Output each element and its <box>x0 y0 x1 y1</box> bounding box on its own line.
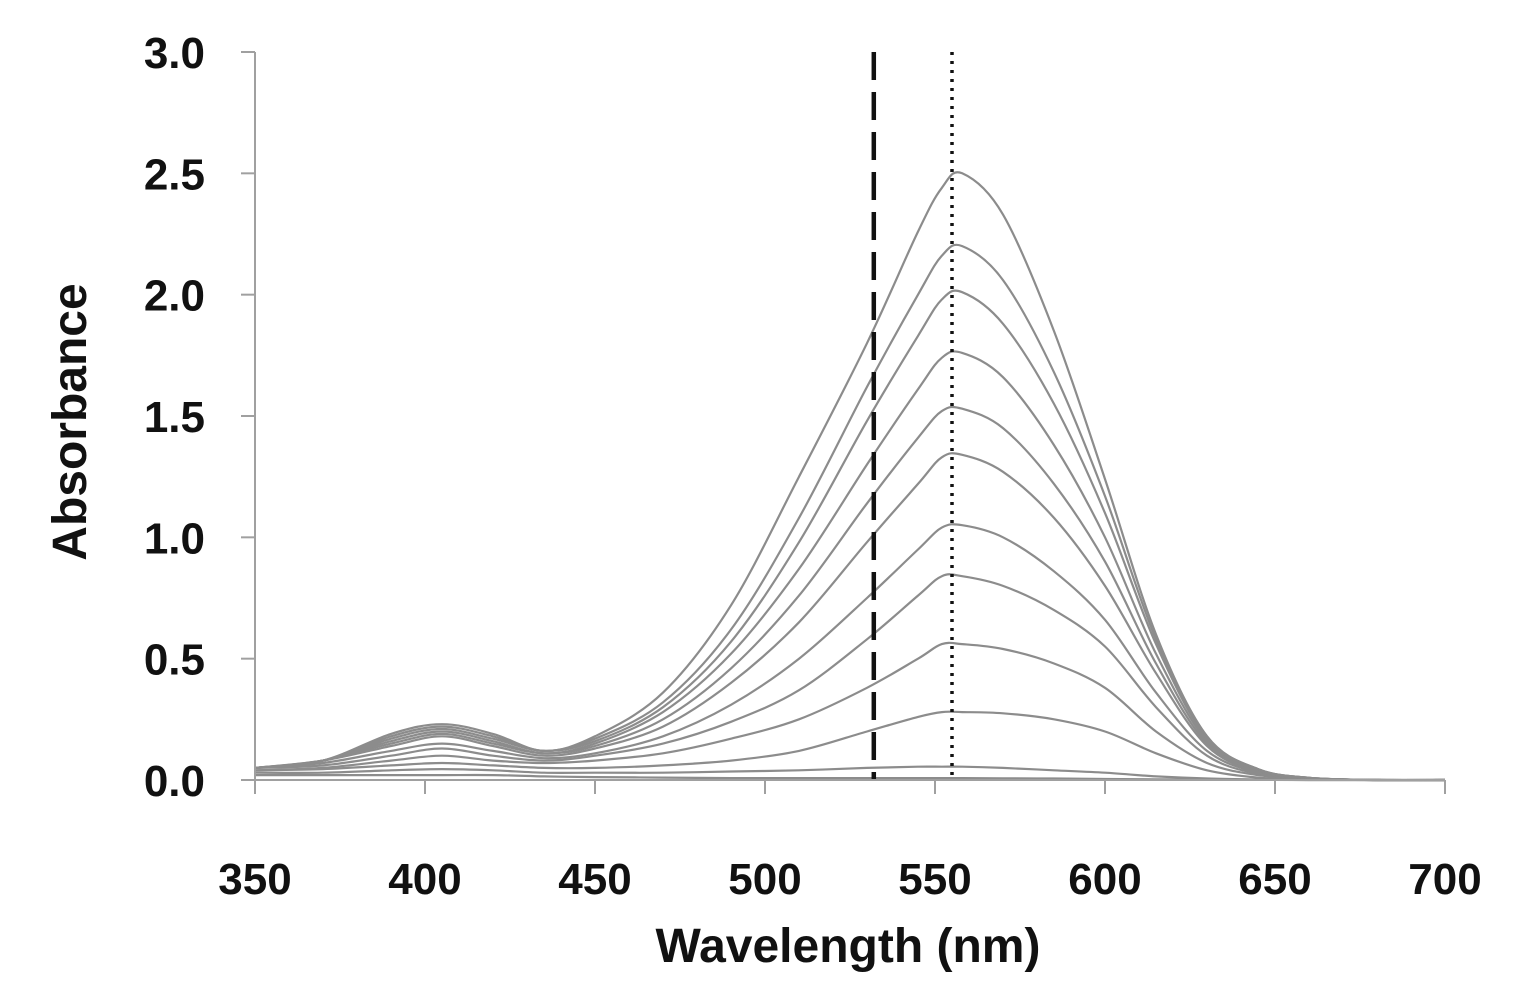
spectrum-line-7 <box>254 452 1446 782</box>
spectrum-line-6 <box>254 523 1446 782</box>
x-tick-label: 500 <box>728 855 801 904</box>
x-tick-label: 550 <box>898 855 971 904</box>
y-tick-label: 2.0 <box>144 272 205 321</box>
x-tick-label: 650 <box>1238 855 1311 904</box>
x-tick-label: 700 <box>1408 855 1481 904</box>
spectrum-line-12 <box>254 171 1446 782</box>
y-tick-label: 3.0 <box>144 29 205 78</box>
x-tick-label: 600 <box>1068 855 1141 904</box>
spectrum-line-5 <box>254 573 1446 782</box>
x-tick-label: 450 <box>558 855 631 904</box>
spectrum-line-3 <box>254 710 1446 782</box>
y-tick-label: 0.5 <box>144 636 205 685</box>
spectrum-line-8 <box>254 405 1446 782</box>
x-axis-title: Wavelength (nm) <box>656 920 1041 973</box>
y-tick-label: 1.5 <box>144 393 205 442</box>
y-tick-label: 2.5 <box>144 150 205 199</box>
x-tick-label: 400 <box>388 855 461 904</box>
annotation-layer <box>871 52 954 780</box>
y-axis-title: Absorbance <box>44 283 97 560</box>
y-tick-label: 1.0 <box>144 514 205 563</box>
axis-layer <box>254 52 1445 781</box>
spectrum-line-4 <box>254 641 1446 782</box>
spectrum-line-10 <box>254 289 1446 782</box>
spectrum-line-9 <box>254 350 1446 782</box>
x-tick-label: 350 <box>218 855 291 904</box>
y-tick-label: 0.0 <box>144 757 205 806</box>
series-layer <box>254 171 1446 782</box>
spectrum-line-11 <box>254 243 1446 782</box>
tick-layer: 350 400 450 500 550 600 650 700 0.0 0.5 1.0 1.5 2.0 2… <box>144 29 1482 904</box>
